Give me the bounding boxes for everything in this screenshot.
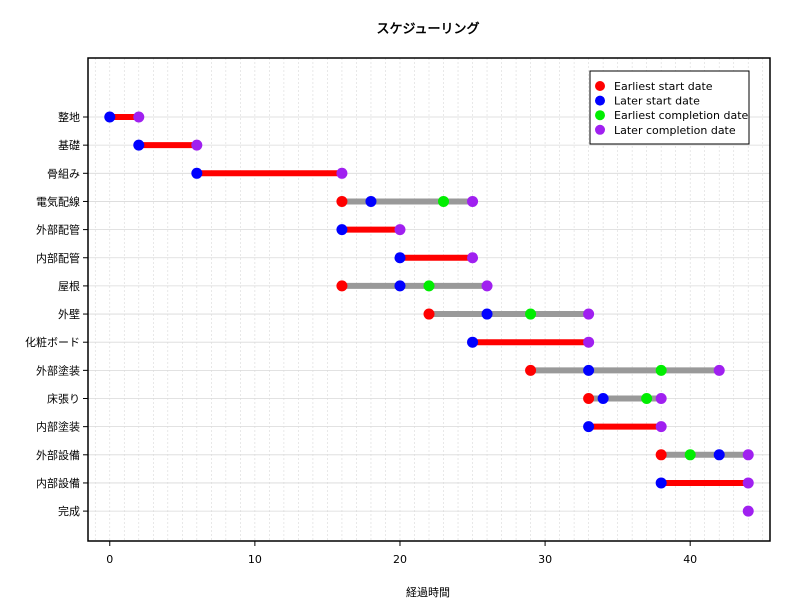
later-start-point (583, 421, 595, 433)
chart-title: スケジューリング (376, 21, 479, 37)
task-label: 骨組み (47, 167, 80, 180)
later-completion-point (655, 393, 667, 404)
earliest-start-point (336, 195, 348, 207)
later-completion-point (713, 364, 725, 376)
earliest-completion-point (684, 449, 696, 461)
legend-marker (595, 95, 605, 106)
legend-marker (595, 81, 605, 91)
task-label: 外部塗装 (36, 363, 80, 377)
task-segments (109, 114, 749, 486)
task-label: 外壁 (58, 307, 80, 321)
later-completion-point (742, 477, 754, 489)
legend-label: Later start date (614, 95, 700, 108)
x-tick-label: 0 (106, 553, 113, 566)
legend-label: Earliest start date (614, 80, 713, 93)
task-label: 外部配管 (36, 223, 80, 237)
legend: Earliest start date Later start dateEarli… (589, 70, 750, 145)
task-label: 電気配線 (36, 194, 80, 208)
later-completion-point (583, 336, 595, 348)
later-start-point (394, 280, 406, 292)
y-axis: 整地基礎骨組み電気配線外部配管内部配管屋根外壁化粧ボード外部塗装床張り内部塗装外… (25, 110, 88, 518)
x-tick-label: 20 (393, 553, 407, 566)
earliest-completion-point (438, 195, 450, 207)
later-start-point (467, 336, 479, 348)
earliest-completion-point (423, 280, 435, 292)
earliest-start-point (525, 364, 537, 376)
task-label: 床張り (47, 392, 80, 406)
x-tick-label: 10 (248, 553, 262, 566)
task-label: 外部設備 (36, 448, 80, 462)
task-label: 内部塗装 (36, 420, 80, 434)
later-completion-point (583, 308, 595, 320)
later-start-point (133, 139, 145, 151)
later-start-point (365, 195, 377, 207)
legend-box (589, 70, 750, 145)
earliest-completion-point (525, 308, 537, 320)
later-completion-point (655, 421, 667, 433)
later-start-point (481, 308, 493, 320)
task-label: 屋根 (58, 279, 80, 293)
task-label: 整地 (58, 110, 80, 124)
legend-marker (595, 110, 605, 121)
later-completion-point (191, 139, 203, 151)
x-axis: 0 10 20 30 40 (106, 541, 697, 566)
earliest-start-point (583, 393, 595, 404)
legend-label: Later completion date (614, 124, 736, 137)
later-start-point (394, 252, 406, 264)
later-start-point (597, 393, 609, 404)
later-completion-point (394, 224, 406, 236)
x-tick-label: 40 (683, 553, 697, 566)
task-points (104, 111, 754, 517)
task-label: 化粧ボード (25, 335, 80, 349)
later-start-point (104, 111, 116, 123)
plot-frame (87, 57, 771, 542)
legend-label: Earliest completion date (614, 109, 749, 122)
later-start-point (583, 364, 595, 376)
earliest-start-point (336, 280, 348, 292)
later-start-point (336, 224, 348, 236)
milestone-point (742, 505, 754, 517)
later-completion-point (467, 252, 479, 264)
task-label: 内部設備 (36, 476, 80, 490)
x-tick-label: 30 (538, 553, 552, 566)
later-start-point (655, 477, 667, 489)
task-label: 完成 (58, 504, 80, 518)
task-label: 基礎 (58, 139, 80, 152)
legend-marker (595, 124, 605, 135)
later-completion-point (481, 280, 493, 292)
later-completion-point (742, 449, 754, 461)
later-completion-point (467, 195, 479, 207)
earliest-start-point (655, 449, 667, 461)
later-completion-point (133, 111, 145, 123)
earliest-completion-point (641, 393, 653, 404)
later-completion-point (336, 167, 348, 179)
later-start-point (713, 449, 725, 461)
task-label: 内部配管 (36, 251, 80, 265)
earliest-start-point (423, 308, 435, 320)
x-axis-label: 経過時間 (406, 586, 450, 599)
earliest-completion-point (655, 364, 667, 376)
later-start-point (191, 167, 203, 179)
